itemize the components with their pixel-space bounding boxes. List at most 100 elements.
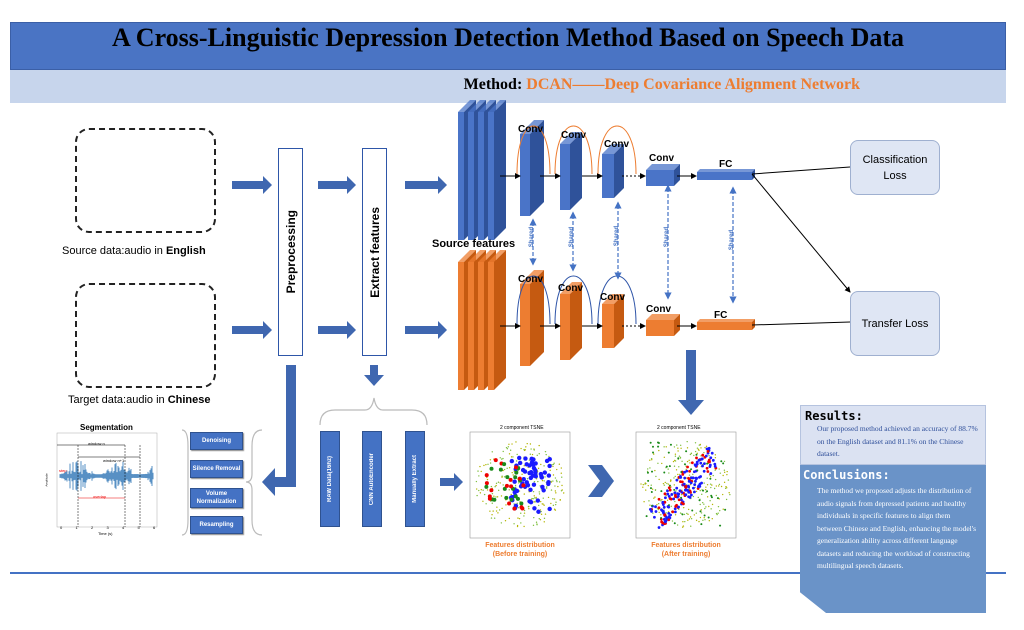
point [508, 453, 511, 455]
point [657, 462, 659, 464]
step-resampling: Resampling [190, 516, 243, 534]
point [711, 503, 714, 506]
arrow-right [232, 321, 272, 339]
point [518, 482, 520, 484]
point [527, 470, 532, 476]
target-label-prefix: Target data:audio in [68, 394, 168, 406]
point [554, 503, 557, 506]
point [694, 479, 697, 483]
caption-line: Features distribution [485, 542, 555, 549]
point [674, 505, 678, 508]
target-conv1 [520, 284, 530, 366]
network-diagram [458, 100, 851, 390]
point [677, 447, 679, 449]
target-conv1-side [530, 270, 544, 366]
point [533, 480, 536, 483]
point [646, 471, 649, 474]
point [679, 457, 682, 459]
point [539, 509, 542, 511]
tsne-after [635, 431, 737, 539]
point [514, 484, 517, 487]
target-input-layer-top [468, 250, 486, 262]
point [689, 483, 692, 486]
point [482, 500, 484, 503]
feature-cnn-autoencoder: CNN AutoEncoder [362, 431, 382, 527]
point [718, 483, 721, 486]
conclusions-text: The method we proposed adjusts the distr… [817, 486, 977, 570]
point [476, 494, 478, 497]
point [509, 484, 514, 489]
point [647, 468, 649, 470]
step-label: step [59, 468, 67, 473]
point [487, 463, 489, 465]
target-input-layer-top [478, 250, 496, 262]
point [709, 475, 712, 478]
point [511, 443, 513, 445]
point [560, 472, 563, 474]
point [690, 461, 694, 465]
point [704, 454, 708, 458]
point [653, 515, 656, 519]
shared-label: Shared [569, 226, 576, 247]
point [528, 487, 533, 493]
point [642, 483, 644, 486]
target-input-layer [458, 262, 464, 390]
point [719, 472, 722, 474]
point [501, 507, 503, 510]
point [517, 460, 523, 466]
point [536, 509, 541, 514]
target-conv3-side [614, 294, 624, 348]
point [502, 469, 504, 472]
point [663, 513, 667, 517]
point [673, 488, 676, 491]
point [688, 469, 691, 473]
point [667, 511, 671, 515]
feature-manual-label: Manually Extract [412, 455, 418, 503]
point [712, 474, 714, 477]
point [654, 489, 657, 492]
window-n-label: window n [88, 441, 105, 446]
point [651, 504, 654, 507]
point [695, 512, 697, 514]
point [538, 491, 540, 493]
point [485, 463, 487, 466]
point [524, 449, 527, 451]
point [666, 489, 669, 493]
point [673, 522, 676, 525]
point [709, 483, 712, 485]
point [479, 492, 482, 494]
source-conv2-top [560, 132, 582, 144]
point [708, 505, 710, 508]
point [520, 447, 522, 450]
point [699, 489, 701, 492]
point [517, 455, 522, 461]
point [661, 500, 665, 504]
point [503, 476, 506, 478]
point [704, 519, 706, 521]
point [673, 465, 676, 467]
point [498, 509, 501, 511]
point [477, 470, 479, 472]
point [560, 490, 563, 492]
point [687, 479, 691, 483]
point [523, 456, 528, 461]
point [700, 512, 703, 514]
fc-label: FC [719, 159, 733, 170]
point [515, 460, 518, 462]
method-subtitle: Method: DCAN——Deep Covariance Alignment … [464, 76, 860, 94]
point [687, 490, 691, 494]
point [550, 481, 553, 483]
point [547, 506, 552, 512]
point [677, 505, 680, 509]
arrow-right [405, 321, 447, 339]
point [708, 520, 711, 522]
source-label: Source data:audio in English [62, 245, 206, 257]
point [649, 504, 651, 506]
y-axis-label: Amplitude [44, 473, 49, 487]
point [726, 473, 728, 476]
point [513, 523, 515, 525]
point [544, 458, 550, 464]
point [711, 458, 715, 462]
point [716, 513, 718, 516]
point [490, 485, 493, 488]
